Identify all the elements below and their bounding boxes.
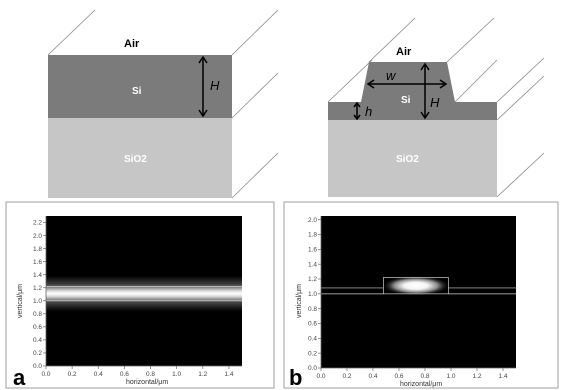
rib-outline	[383, 277, 449, 295]
si-label: Si	[132, 86, 142, 97]
y-tick-label: 0.8	[308, 306, 317, 313]
y-tick-label: 1.6	[33, 259, 42, 266]
slab-waveguide-diagram: Air Si SiO2 H	[47, 9, 279, 199]
y-tick-label: 0.2	[308, 350, 317, 357]
y-axis-title: vertical/μm	[17, 284, 24, 318]
silica-substrate	[48, 118, 232, 198]
y-tick-label: 1.8	[33, 246, 42, 253]
x-tick-label: 1.0	[172, 371, 181, 378]
y-tick-label: 0.4	[308, 336, 317, 343]
air-label: Air	[124, 38, 140, 50]
y-ticks: 0.0 0.2 0.4 0.6 0.8 1.0 1.2 1.4 1.6 1.8 2.0 2.2	[33, 220, 46, 370]
x-tick-label: 0.6	[120, 371, 129, 378]
mode-plot-a: 0.0 0.2 0.4 0.6 0.8 1.0 1.2 1.4 0.0 0.2 0.4 0.6 0.8…	[5, 201, 275, 390]
y-tick-label: 0.0	[33, 363, 42, 370]
y-tick-label: 2.2	[33, 220, 42, 227]
slab-height-arrow	[353, 101, 361, 121]
panel-letter: b	[289, 365, 302, 390]
y-axis-title: vertical/μm	[296, 284, 303, 318]
silicon-layer	[48, 55, 232, 118]
x-tick-label: 0.8	[146, 371, 155, 378]
sio2-label: SiO2	[396, 154, 419, 165]
x-ticks: 0.0 0.2 0.4 0.6 0.8 1.0 1.2 1.4	[41, 366, 234, 378]
x-tick-label: 0.4	[94, 371, 103, 378]
x-tick-label: 0.6	[394, 373, 403, 380]
slab-height-label: h	[365, 104, 372, 119]
air-label: Air	[396, 46, 412, 58]
x-tick-label: 0.2	[68, 371, 77, 378]
depth-lines	[327, 17, 545, 198]
mode-field-spot	[382, 275, 450, 296]
sio2-label: SiO2	[124, 154, 147, 165]
y-tick-label: 2.0	[33, 233, 42, 240]
y-tick-label: 2.0	[308, 217, 317, 224]
x-ticks: 0.0 0.2 0.4 0.6 0.8 1.0 1.2 1.4	[316, 368, 508, 380]
y-tick-label: 1.4	[33, 272, 42, 279]
x-tick-label: 1.2	[472, 373, 481, 380]
y-tick-label: 1.0	[33, 298, 42, 305]
mode-plot-b: 0.0 0.2 0.4 0.6 0.8 1.0 1.2 1.4 0.0 0.2 0.4 0.6 0.8…	[283, 201, 559, 390]
mode-field-band	[46, 276, 242, 312]
y-tick-label: 1.6	[308, 247, 317, 254]
silica-substrate	[328, 120, 497, 197]
width-arrow	[366, 79, 448, 89]
y-tick-label: 0.6	[308, 321, 317, 328]
height-label: H	[430, 95, 440, 110]
x-tick-label: 0.2	[342, 373, 351, 380]
y-tick-label: 1.0	[308, 291, 317, 298]
x-tick-label: 0.0	[316, 373, 325, 380]
x-axis-title: horizontal/μm	[126, 379, 168, 386]
x-axis-title: horizontal/μm	[400, 381, 442, 388]
height-label: H	[210, 78, 220, 93]
x-tick-label: 1.4	[224, 371, 233, 378]
y-tick-label: 0.6	[33, 324, 42, 331]
y-tick-label: 1.4	[308, 261, 317, 268]
silicon-rib	[328, 62, 497, 120]
x-tick-label: 0.8	[420, 373, 429, 380]
width-label: w	[386, 68, 397, 83]
y-ticks: 0.0 0.2 0.4 0.6 0.8 1.0 1.2 1.4 1.6 1.8 2.0	[308, 217, 321, 372]
y-tick-label: 0.0	[308, 365, 317, 372]
y-tick-label: 0.2	[33, 350, 42, 357]
y-tick-label: 1.2	[308, 276, 317, 283]
panel-letter: a	[13, 365, 26, 390]
height-arrow	[420, 62, 430, 120]
si-label: Si	[401, 95, 411, 106]
x-tick-label: 1.0	[446, 373, 455, 380]
y-tick-label: 0.4	[33, 337, 42, 344]
y-tick-label: 1.8	[308, 232, 317, 239]
x-tick-label: 0.0	[41, 371, 50, 378]
y-tick-label: 0.8	[33, 311, 42, 318]
y-tick-label: 1.2	[33, 285, 42, 292]
x-tick-label: 1.4	[498, 373, 507, 380]
height-arrow	[198, 55, 208, 118]
x-tick-label: 1.2	[198, 371, 207, 378]
rib-waveguide-diagram: Air Si SiO2 w H h	[327, 17, 545, 198]
depth-lines	[47, 9, 279, 199]
x-tick-label: 0.4	[368, 373, 377, 380]
